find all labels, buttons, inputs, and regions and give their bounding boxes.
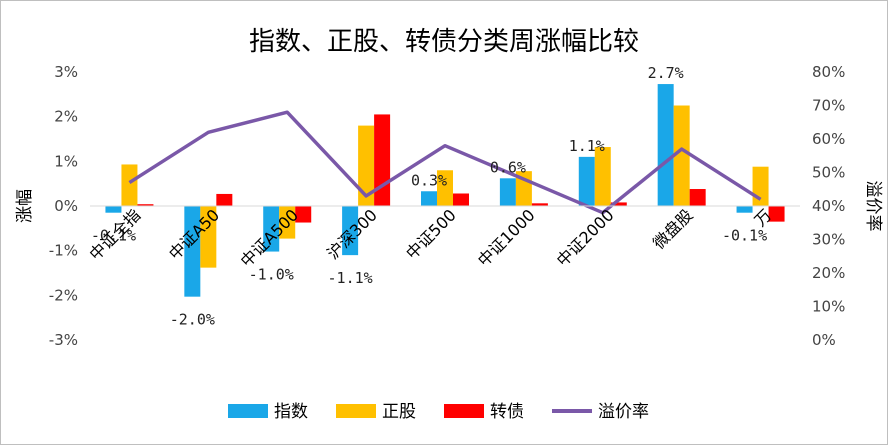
bar-转债-4 [453,193,469,206]
bar-正股-1 [200,206,217,268]
y2-tick-label: 70% [812,97,845,115]
y2-tick-label: 30% [812,231,845,249]
chart-title: 指数、正股、转债分类周涨幅比较 [249,27,639,57]
bar-转债-7 [689,189,706,206]
y-tick-label: -3% [49,331,78,349]
bar-正股-4 [437,170,453,206]
bar-正股-3 [358,125,375,206]
legend-label: 指数 [274,402,308,422]
data-label: -1.1% [328,269,373,287]
y-tick-label: 0% [54,197,78,215]
y-tick-label: 2% [54,108,78,126]
bar-指数-0 [105,206,122,213]
bar-指数-6 [578,156,595,206]
bar-正股-7 [673,105,690,206]
bar-转债-3 [374,114,391,206]
y2-tick-label: 50% [812,164,845,182]
legend-label: 溢价率 [598,402,649,422]
bar-转债-2 [295,206,312,223]
y-tick-label: -2% [49,286,78,304]
bar-指数-1 [184,206,201,297]
legend-label: 正股 [382,402,416,422]
legend-swatch-正股 [336,404,376,418]
bar-指数-4 [421,191,437,206]
y2-tick-label: 10% [812,298,845,316]
legend-swatch-指数 [228,404,268,418]
bar-正股-8 [752,166,769,206]
bar-转债-5 [531,203,548,206]
bar-正股-6 [594,147,611,206]
bar-正股-0 [121,164,138,206]
y2-tick-label: 60% [812,130,845,148]
bar-转债-8 [768,206,785,222]
y-tick-label: 1% [54,152,78,170]
y2-tick-label: 80% [812,63,845,81]
bar-转债-6 [610,202,627,206]
bar-指数-8 [736,206,753,213]
bar-转债-1 [216,193,233,206]
bar-指数-2 [263,206,280,252]
y-tick-label: -1% [49,242,78,260]
bar-正股-2 [279,206,296,239]
bar-转债-0 [137,204,154,206]
bar-指数-7 [657,84,674,206]
legend-swatch-转债 [444,404,484,418]
data-label: 2.7% [648,64,684,82]
y2-tick-label: 0% [812,331,836,349]
data-label: 1.1% [569,137,605,155]
y-axis-title: 涨幅 [15,189,35,223]
data-label: -0.1% [722,227,767,245]
y2-tick-label: 40% [812,197,845,215]
data-label: 0.6% [490,158,526,176]
data-label: 0.3% [411,171,447,189]
data-label: -1.0% [249,266,294,284]
legend-label: 转债 [490,402,524,422]
data-label: -2.0% [170,311,215,329]
data-label: -0.1% [91,227,136,245]
line-溢价率 [128,110,762,215]
bar-指数-3 [342,206,359,256]
y2-axis-title: 溢价率 [863,181,883,232]
y2-tick-label: 20% [812,264,845,282]
y-tick-label: 3% [54,63,78,81]
bar-指数-5 [499,178,516,206]
